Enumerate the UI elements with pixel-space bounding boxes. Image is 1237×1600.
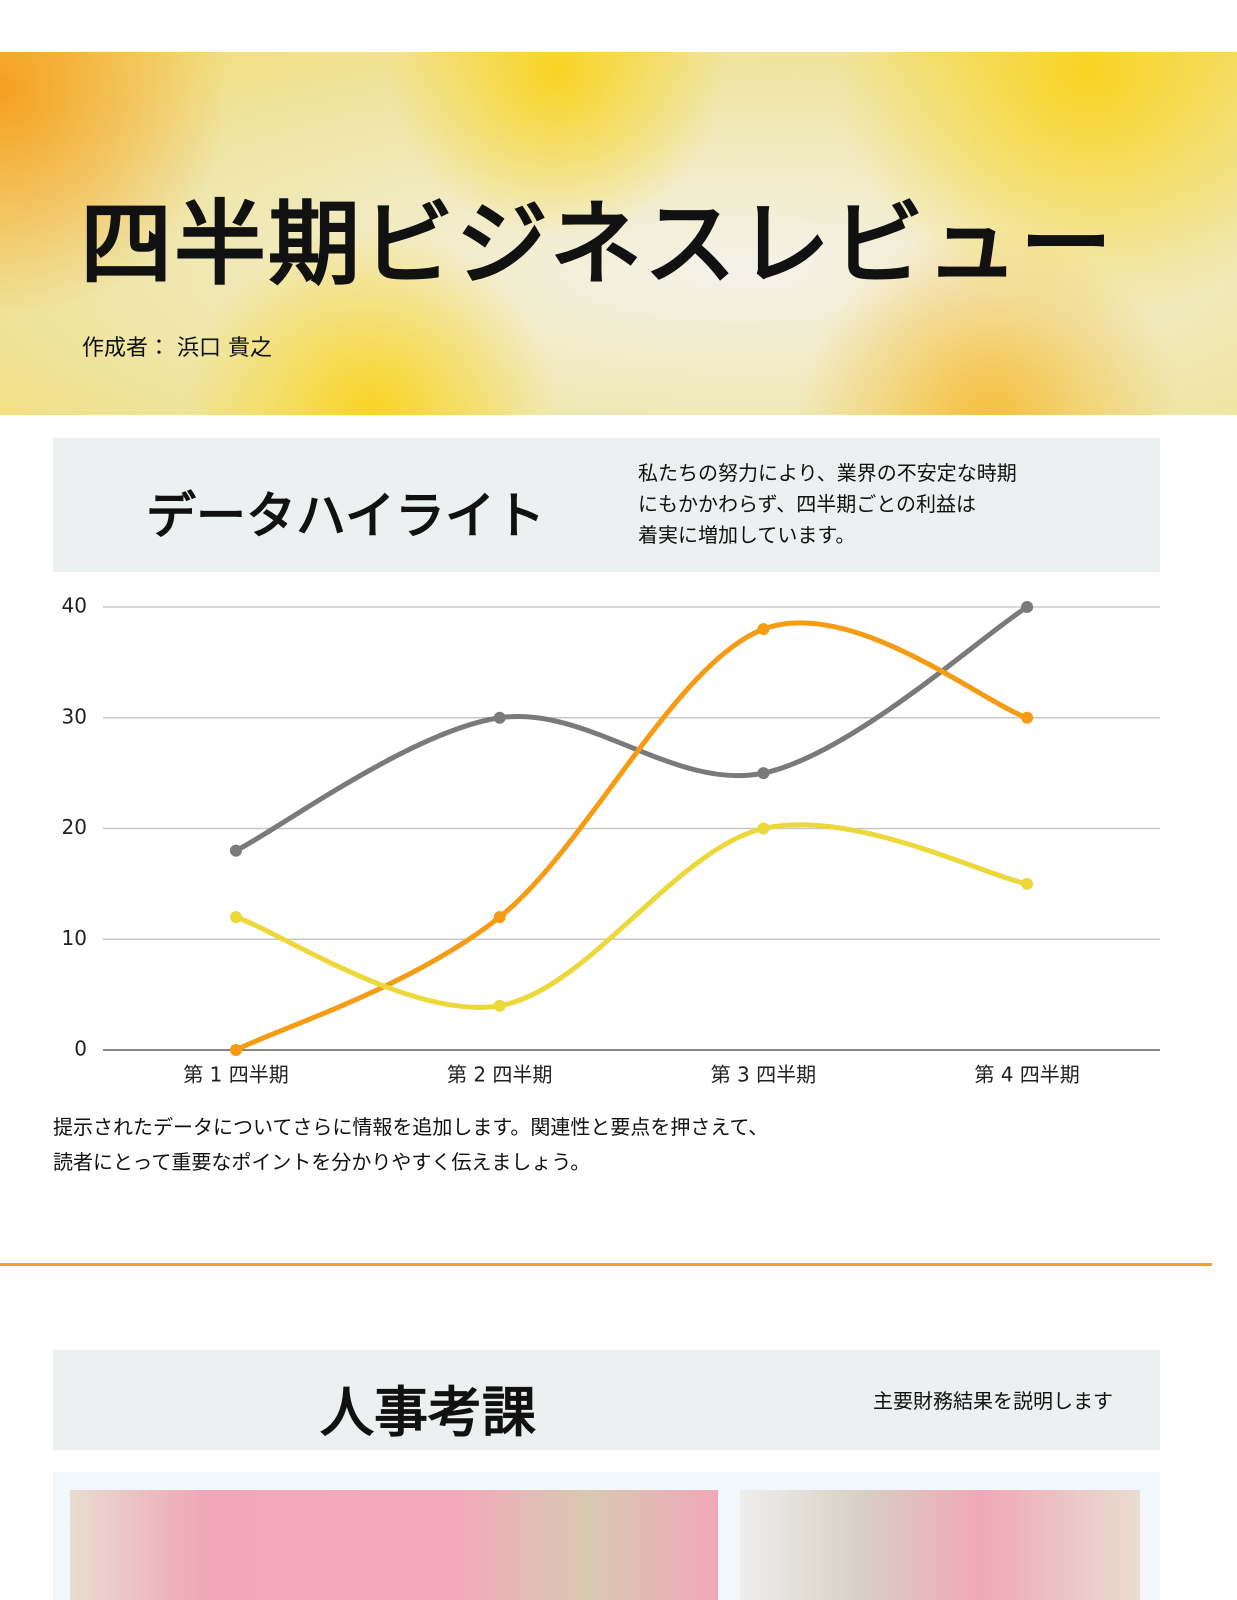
section-box xyxy=(53,1350,1160,1450)
data-point xyxy=(493,711,506,724)
data-point xyxy=(1021,711,1034,724)
data-point xyxy=(493,999,506,1012)
data-point xyxy=(230,1044,242,1056)
data-point xyxy=(757,623,770,636)
y-tick-label: 30 xyxy=(62,704,87,728)
header-banner xyxy=(0,52,1237,415)
y-tick-label: 0 xyxy=(74,1037,87,1061)
data-point xyxy=(1021,601,1034,613)
chart: 0 10 20 30 40 第 1 四半期 第 2 四半期 第 3 四半期 第 4 四半期 xyxy=(62,594,1160,1087)
series-line xyxy=(234,604,1029,853)
section-description: 私たちの努力により、業界の不安定な時期 にもかかわらず、四半期ごとの利益は 着実… xyxy=(638,458,1017,551)
y-tick-label: 10 xyxy=(62,926,87,950)
photo xyxy=(70,1490,718,1600)
title: 四半期ビジネスレビュー xyxy=(80,191,1115,298)
data-point xyxy=(230,844,242,857)
x-tick-label: 第 3 四半期 xyxy=(711,1063,816,1087)
author: 作成者： 浜口 貴之 xyxy=(82,336,272,361)
text-line: 読者にとって重要なポイントを分かりやすく伝えましょう。 xyxy=(53,1150,591,1174)
x-tick-label: 第 1 四半期 xyxy=(183,1063,288,1087)
series-line xyxy=(235,822,1028,1010)
divider xyxy=(0,1263,1212,1266)
data-point xyxy=(230,911,242,924)
data-point xyxy=(757,822,770,835)
data-point xyxy=(493,911,506,924)
data-point xyxy=(1021,877,1034,890)
series-line xyxy=(234,620,1028,1053)
section-box xyxy=(53,438,1160,572)
section-heading: 人事考課 xyxy=(320,1381,536,1444)
text-line: 着実に増加しています。 xyxy=(638,523,856,547)
text-line: 私たちの努力により、業界の不安定な時期 xyxy=(638,461,1017,485)
y-tick-label: 20 xyxy=(62,815,87,839)
note: 提示されたデータについてさらに情報を追加します。関連性と要点を押さえて、 読者に… xyxy=(53,1110,768,1180)
photo xyxy=(740,1490,1140,1600)
x-tick-label: 第 4 四半期 xyxy=(974,1063,1079,1087)
text-line: にもかかわらず、四半期ごとの利益は xyxy=(638,492,976,516)
section-description: 主要財務結果を説明します xyxy=(873,1389,1113,1413)
y-tick-label: 40 xyxy=(62,594,87,618)
text-line: 提示されたデータについてさらに情報を追加します。関連性と要点を押さえて、 xyxy=(53,1115,769,1139)
x-tick-label: 第 2 四半期 xyxy=(447,1063,552,1087)
section-heading: データハイライト xyxy=(146,487,545,545)
data-point xyxy=(757,767,770,780)
